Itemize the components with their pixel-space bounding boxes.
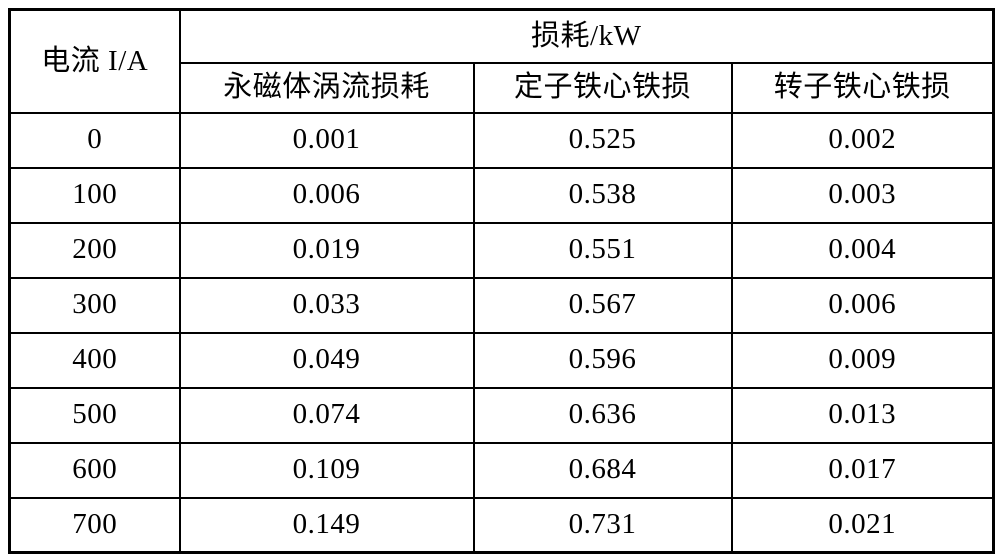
header-cell-current: 电流 I/A — [8, 8, 181, 114]
cell-stator-loss: 0.525 — [472, 111, 733, 169]
cell-rotor-loss: 0.017 — [730, 441, 995, 499]
cell-current: 700 — [8, 496, 181, 554]
cell-current: 200 — [8, 221, 181, 279]
cell-stator-loss: 0.636 — [472, 386, 733, 444]
cell-rotor-loss: 0.002 — [730, 111, 995, 169]
table-sub-header-row: 永磁体涡流损耗 定子铁心铁损 转子铁心铁损 — [10, 61, 995, 114]
cell-rotor-loss: 0.004 — [730, 221, 995, 279]
cell-rotor-loss: 0.021 — [730, 496, 995, 554]
cell-eddy-loss: 0.006 — [178, 166, 475, 224]
cell-rotor-loss: 0.009 — [730, 331, 995, 389]
header-cell-loss-group: 损耗/kW — [178, 8, 995, 64]
cell-eddy-loss: 0.074 — [178, 386, 475, 444]
cell-current: 0 — [8, 111, 181, 169]
table-row: 700 0.149 0.731 0.021 — [8, 496, 995, 554]
header-cell-stator-loss: 定子铁心铁损 — [472, 61, 733, 114]
cell-eddy-loss: 0.019 — [178, 221, 475, 279]
cell-current: 500 — [8, 386, 181, 444]
cell-stator-loss: 0.684 — [472, 441, 733, 499]
cell-current: 600 — [8, 441, 181, 499]
cell-eddy-loss: 0.001 — [178, 111, 475, 169]
cell-current: 100 — [8, 166, 181, 224]
cell-rotor-loss: 0.013 — [730, 386, 995, 444]
table-group-header-row: 电流 I/A 损耗/kW — [8, 8, 995, 114]
cell-stator-loss: 0.538 — [472, 166, 733, 224]
cell-stator-loss: 0.567 — [472, 276, 733, 334]
loss-data-table: 电流 I/A 损耗/kW 永磁体涡流损耗 定子铁心铁损 转子铁心铁损 0 0.0… — [8, 8, 996, 554]
cell-eddy-loss: 0.049 — [178, 331, 475, 389]
table-row: 300 0.033 0.567 0.006 — [8, 276, 995, 334]
cell-stator-loss: 0.551 — [472, 221, 733, 279]
cell-current: 400 — [8, 331, 181, 389]
cell-stator-loss: 0.596 — [472, 331, 733, 389]
cell-rotor-loss: 0.003 — [730, 166, 995, 224]
table-row: 500 0.074 0.636 0.013 — [8, 386, 995, 444]
table-row: 200 0.019 0.551 0.004 — [8, 221, 995, 279]
cell-eddy-loss: 0.109 — [178, 441, 475, 499]
table-row: 600 0.109 0.684 0.017 — [8, 441, 995, 499]
header-cell-eddy-loss: 永磁体涡流损耗 — [178, 61, 475, 114]
cell-rotor-loss: 0.006 — [730, 276, 995, 334]
table-row: 400 0.049 0.596 0.009 — [8, 331, 995, 389]
cell-stator-loss: 0.731 — [472, 496, 733, 554]
table-row: 100 0.006 0.538 0.003 — [8, 166, 995, 224]
cell-eddy-loss: 0.033 — [178, 276, 475, 334]
cell-eddy-loss: 0.149 — [178, 496, 475, 554]
header-cell-rotor-loss: 转子铁心铁损 — [730, 61, 995, 114]
table-row: 0 0.001 0.525 0.002 — [8, 111, 995, 169]
cell-current: 300 — [8, 276, 181, 334]
